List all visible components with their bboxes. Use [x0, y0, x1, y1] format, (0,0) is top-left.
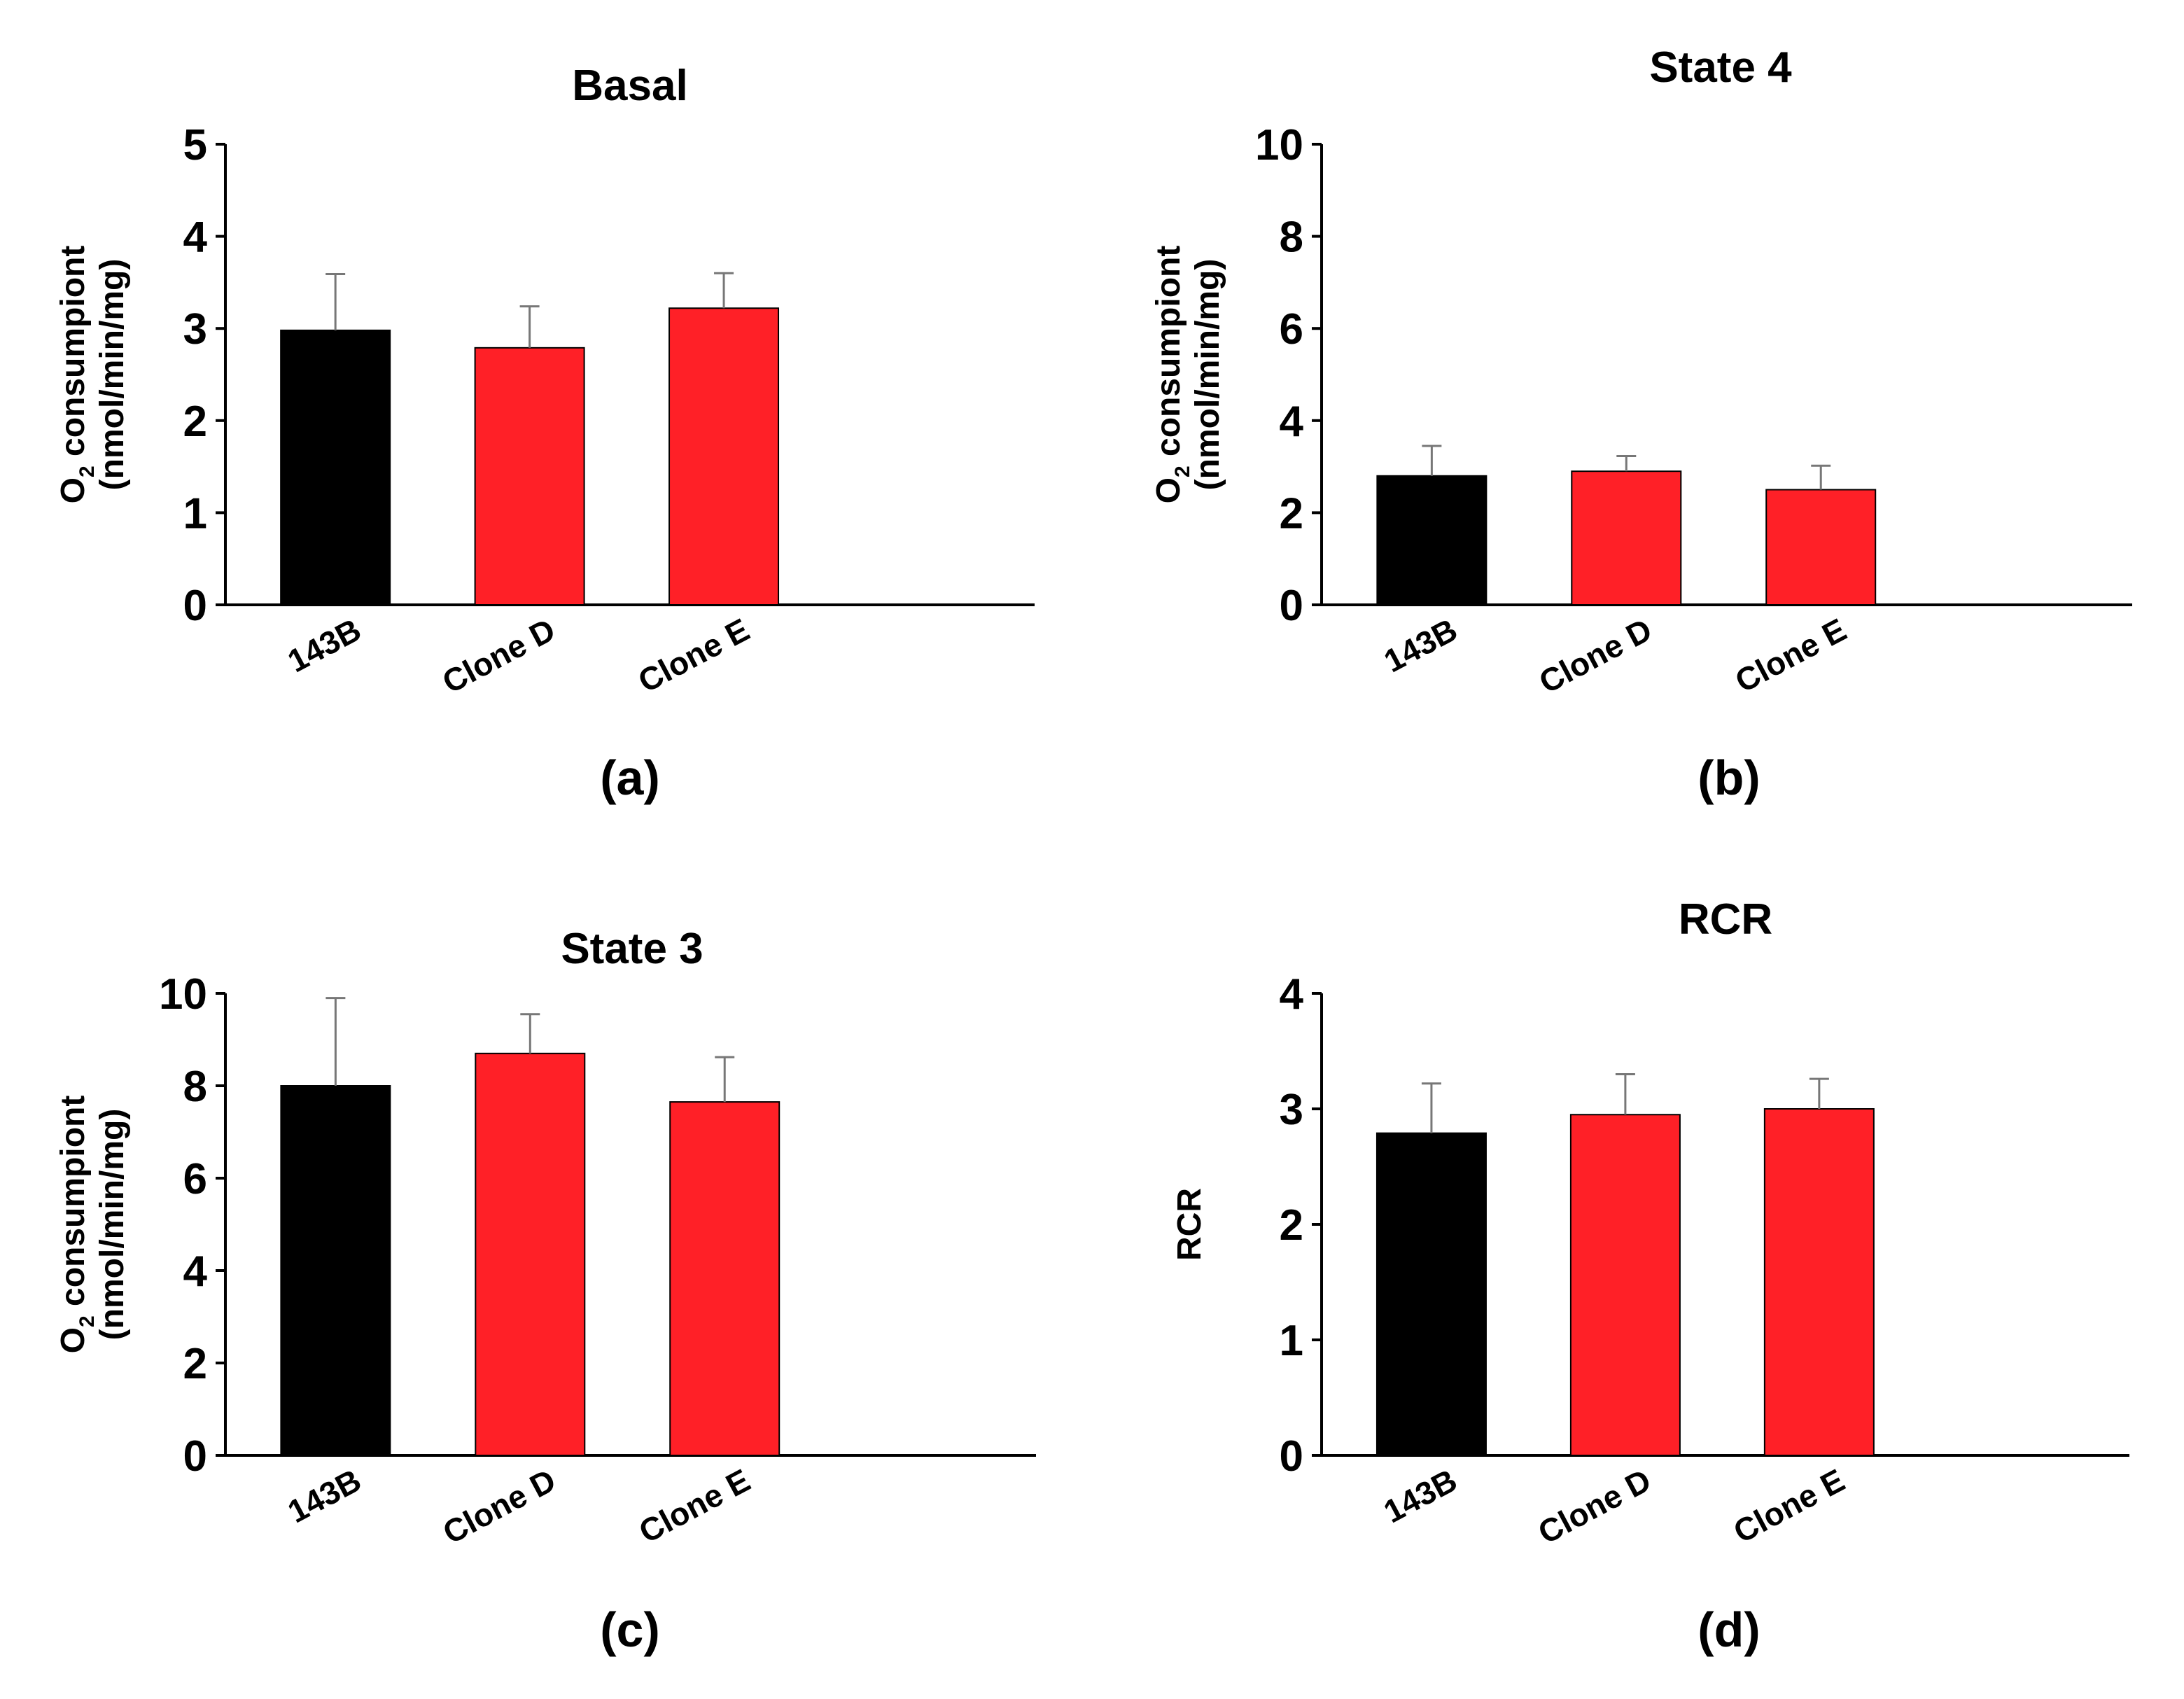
chart-title: State 3 [561, 925, 703, 973]
x-category-label: Clone E [1728, 1462, 1851, 1550]
bar-clone-e [668, 307, 780, 606]
x-category-label: Clone D [1532, 1462, 1657, 1551]
y-tick-label: 6 [183, 1155, 207, 1203]
panel-label: (d) [1698, 1602, 1760, 1657]
chart-panel-3: State 3 0 2 4 6 8 10 O2 consumpiont (nmol/min/mg… [55, 925, 1036, 1657]
x-category-label: 143B [282, 1462, 368, 1530]
y-axis-label-units: (nmol/min/mg) [94, 1109, 131, 1341]
y-axis-label-units: (nmol/min/mg) [1189, 259, 1226, 491]
x-category-label: Clone D [437, 1462, 561, 1551]
bar-clone-d [1569, 1114, 1681, 1456]
chart-panel-1: Basal 0 1 2 3 4 5 O2 consumpiont (nmol/min/mg) 14… [55, 62, 1035, 805]
y-tick-label: 2 [183, 1340, 207, 1388]
y-axis-label: O2 consumpiont [55, 246, 99, 504]
chart-panel-4: RCR 0 1 2 3 4 RCR 143B Clone D Clone E (d) [1171, 895, 2129, 1657]
bar-143b [280, 1085, 391, 1456]
bar-clone-e [1765, 489, 1877, 606]
y-tick-label: 1 [1280, 1317, 1303, 1365]
y-tick-label: 2 [183, 398, 207, 446]
y-tick-label: 0 [183, 1432, 207, 1481]
y-axis-label: O2 consumpiont [1150, 246, 1194, 504]
bar-clone-d [1571, 470, 1682, 606]
y-tick-label: 3 [1280, 1086, 1303, 1134]
x-category-label: 143B [281, 611, 367, 680]
y-tick-label: 5 [183, 121, 207, 169]
y-axis-label: O2 consumpiont [55, 1096, 99, 1354]
bar-clone-d [474, 347, 585, 606]
y-axis-label: RCR [1171, 1188, 1208, 1261]
x-category-label: Clone D [436, 611, 561, 700]
panel-label: (b) [1698, 750, 1760, 805]
x-category-label: Clone D [1533, 611, 1658, 700]
y-tick-label: 0 [1280, 582, 1303, 630]
y-tick-label: 2 [1280, 1201, 1303, 1250]
bar-clone-e [669, 1101, 780, 1456]
x-category-label: 143B [1378, 1462, 1463, 1530]
y-tick-label: 1 [183, 489, 207, 538]
y-tick-label: 0 [183, 582, 207, 630]
y-tick-label: 6 [1280, 305, 1303, 354]
bar-143b [1376, 1132, 1487, 1457]
y-tick-label: 8 [1280, 214, 1303, 262]
y-tick-label: 10 [159, 970, 207, 1019]
chart-panel-2: State 4 0 2 4 6 8 10 O2 consumpiont (nmol/min/mg… [1150, 43, 2132, 805]
x-category-label: 143B [1378, 611, 1464, 680]
y-tick-label: 10 [1255, 121, 1303, 169]
bar-143b [280, 329, 391, 606]
chart-title: RCR [1679, 895, 1772, 944]
y-tick-label: 3 [183, 305, 207, 354]
y-tick-label: 4 [183, 214, 208, 262]
bar-143b [1376, 475, 1488, 606]
y-tick-label: 8 [183, 1063, 207, 1111]
x-category-label: Clone E [633, 1462, 756, 1550]
y-tick-label: 2 [1280, 489, 1303, 538]
y-tick-label: 4 [183, 1247, 208, 1296]
bar-clone-d [475, 1052, 586, 1457]
y-tick-label: 0 [1280, 1432, 1303, 1481]
chart-title: State 4 [1649, 43, 1792, 92]
chart-title: Basal [572, 62, 687, 110]
x-category-label: Clone E [632, 611, 755, 699]
y-tick-label: 4 [1280, 970, 1304, 1019]
y-axis-label-units: (nmol/min/mg) [94, 259, 131, 491]
panel-label: (c) [600, 1602, 660, 1657]
bar-clone-e [1763, 1108, 1875, 1456]
y-tick-label: 4 [1280, 398, 1304, 446]
x-category-label: Clone E [1729, 611, 1852, 699]
panel-label: (a) [600, 750, 660, 805]
